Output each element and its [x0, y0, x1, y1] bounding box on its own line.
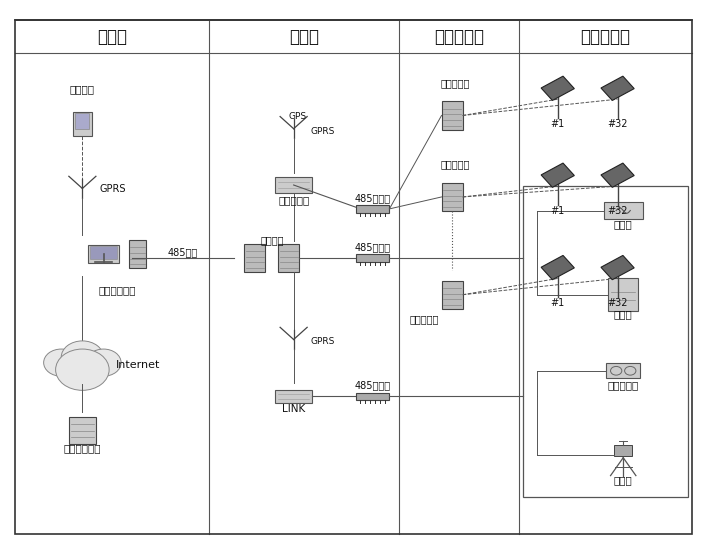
Polygon shape: [601, 163, 634, 187]
Text: GPRS: GPRS: [310, 337, 335, 346]
FancyBboxPatch shape: [604, 203, 643, 219]
Text: 光纤传输: 光纤传输: [260, 235, 284, 245]
FancyBboxPatch shape: [88, 245, 119, 263]
Text: 远程电站监控: 远程电站监控: [64, 443, 101, 453]
FancyBboxPatch shape: [607, 363, 640, 378]
Text: GPRS: GPRS: [100, 185, 127, 194]
FancyBboxPatch shape: [275, 389, 312, 403]
Text: 485集线器: 485集线器: [354, 193, 390, 203]
Text: 现场控制层: 现场控制层: [580, 28, 630, 46]
Text: #32: #32: [607, 298, 628, 308]
FancyBboxPatch shape: [73, 112, 92, 135]
Text: 气象站: 气象站: [614, 476, 633, 485]
Text: 汇流箱: 汇流箱: [614, 308, 633, 319]
Text: #1: #1: [551, 298, 565, 308]
Polygon shape: [541, 76, 574, 100]
Circle shape: [86, 349, 121, 376]
Bar: [522, 186, 688, 497]
FancyBboxPatch shape: [245, 244, 265, 272]
FancyBboxPatch shape: [129, 240, 146, 268]
FancyBboxPatch shape: [442, 183, 462, 211]
FancyBboxPatch shape: [90, 246, 117, 259]
Text: 485集线器: 485集线器: [354, 381, 390, 390]
FancyBboxPatch shape: [69, 417, 95, 444]
Text: 阵列控制器: 阵列控制器: [441, 159, 470, 169]
Text: 现场管理系统: 现场管理系统: [99, 286, 136, 295]
Text: 阵列控制层: 阵列控制层: [434, 28, 484, 46]
Text: GPS: GPS: [288, 112, 307, 121]
FancyBboxPatch shape: [275, 177, 312, 193]
Text: 主控层: 主控层: [289, 28, 319, 46]
FancyBboxPatch shape: [356, 254, 390, 262]
Text: #32: #32: [607, 118, 628, 129]
Text: 区域服务器: 区域服务器: [278, 195, 309, 205]
Text: LINK: LINK: [282, 404, 305, 414]
Text: GPRS: GPRS: [310, 127, 335, 136]
Text: #32: #32: [607, 205, 628, 216]
Polygon shape: [601, 76, 634, 100]
Text: #1: #1: [551, 205, 565, 216]
Circle shape: [44, 349, 79, 376]
Text: 升压变压器: 升压变压器: [607, 381, 639, 390]
Text: 485信号: 485信号: [168, 247, 198, 257]
FancyBboxPatch shape: [609, 278, 638, 311]
FancyBboxPatch shape: [278, 244, 299, 272]
Text: #1: #1: [551, 118, 565, 129]
Text: 485集线器: 485集线器: [354, 242, 390, 252]
FancyBboxPatch shape: [356, 393, 390, 400]
FancyBboxPatch shape: [76, 113, 89, 128]
FancyBboxPatch shape: [614, 445, 632, 456]
Circle shape: [62, 341, 103, 373]
FancyBboxPatch shape: [356, 205, 390, 213]
Polygon shape: [601, 256, 634, 280]
Polygon shape: [541, 163, 574, 187]
Text: 阵列控制器: 阵列控制器: [409, 314, 438, 324]
Circle shape: [56, 349, 109, 390]
Text: 逆变器: 逆变器: [614, 219, 633, 229]
Text: 阵列控制器: 阵列控制器: [441, 78, 470, 88]
Text: 移动终端: 移动终端: [70, 84, 95, 94]
Text: Internet: Internet: [116, 360, 160, 370]
FancyBboxPatch shape: [442, 281, 462, 309]
Text: 管理层: 管理层: [98, 28, 127, 46]
Polygon shape: [541, 256, 574, 280]
FancyBboxPatch shape: [442, 102, 462, 129]
